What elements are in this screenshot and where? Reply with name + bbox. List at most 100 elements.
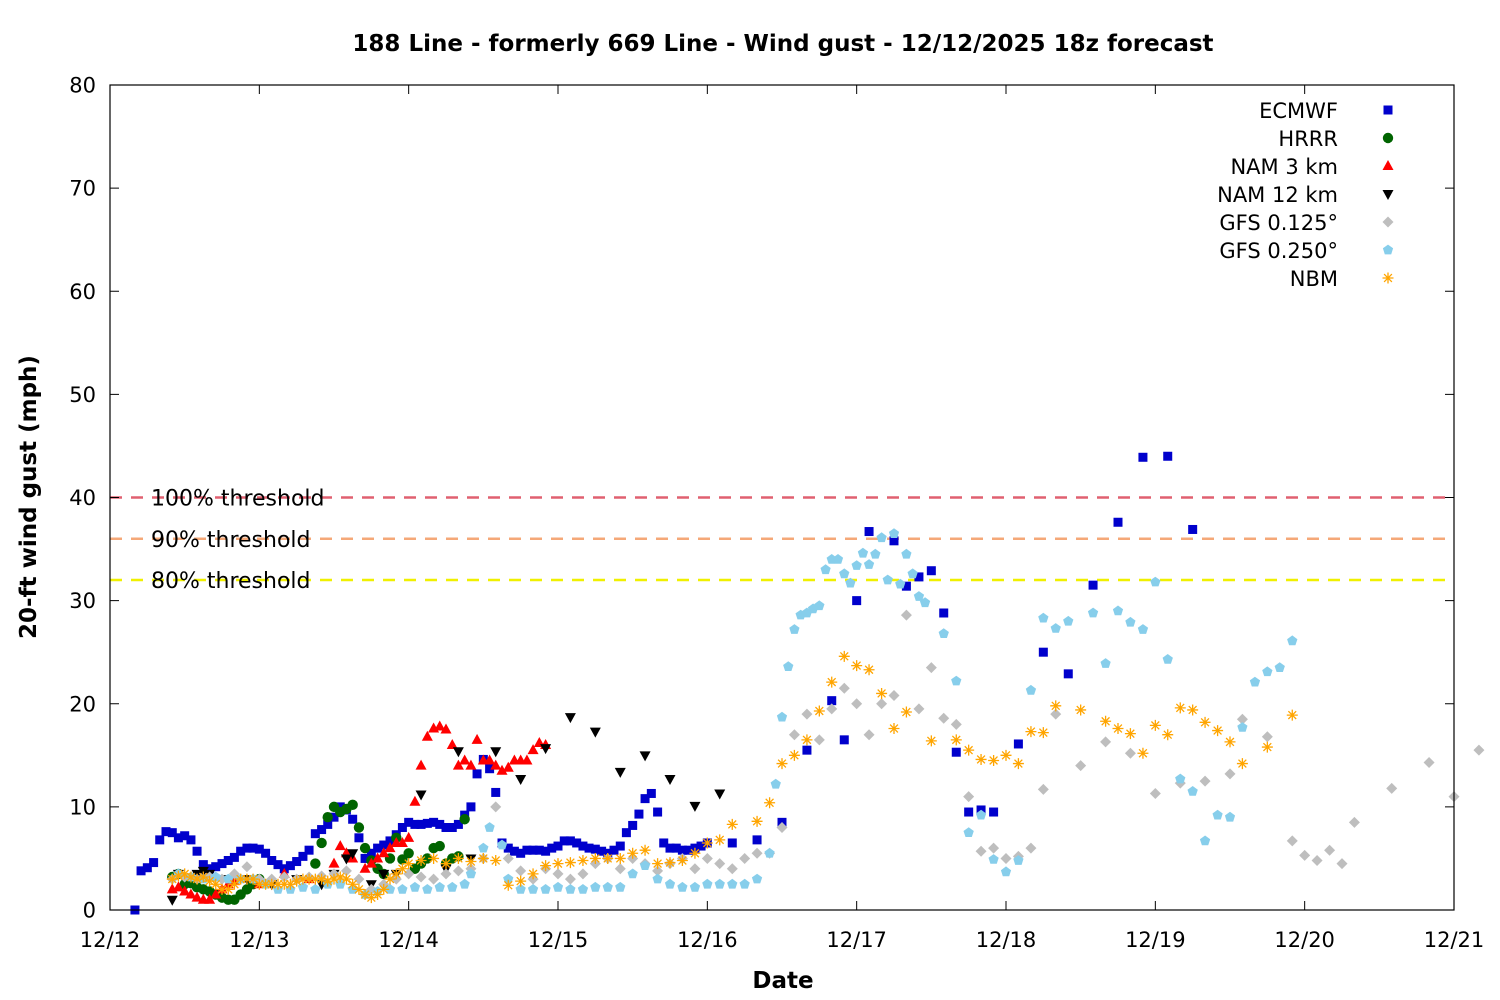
data-point [1336,858,1348,870]
data-point [832,554,844,564]
data-point [1137,747,1149,759]
data-point [564,713,576,724]
data-point [1112,723,1124,734]
data-point [1199,716,1211,728]
data-point [577,868,589,880]
data-point [1113,517,1123,527]
data-point [1287,635,1298,646]
data-point [359,862,371,873]
data-point [360,853,370,863]
data-point [677,845,687,855]
data-point [789,624,800,634]
data-point [696,841,706,851]
data-point [584,843,594,853]
data-point [403,858,415,870]
data-point [565,884,576,894]
threshold-label: 100% threshold [151,487,325,512]
data-point [689,881,701,892]
data-point [1137,624,1149,634]
data-point [310,829,320,839]
data-point [1124,747,1136,759]
data-point [1188,524,1198,534]
data-point [652,858,664,870]
data-point [484,754,496,765]
data-point [590,881,601,892]
data-point [851,698,863,710]
data-point [552,858,564,870]
data-point [1274,662,1285,672]
data-point [322,875,334,887]
data-point [422,818,432,828]
data-point [913,591,925,601]
data-point [540,744,552,755]
data-point [857,547,869,558]
data-point [901,581,911,591]
data-point [247,873,259,885]
data-point [963,744,975,756]
data-point [353,822,365,833]
data-point [416,819,426,829]
data-point [1012,758,1024,770]
data-point [640,794,650,804]
data-point [191,873,203,885]
legend-label: NAM 3 km [1230,155,1338,179]
data-point [627,868,638,879]
data-point [938,628,949,638]
data-point [404,817,414,827]
data-point [802,745,812,755]
data-point [435,819,445,829]
data-point [925,735,937,747]
data-point [939,608,949,618]
data-point [515,775,527,786]
data-point [185,888,197,899]
data-point [466,802,476,812]
data-point [951,747,961,757]
data-point [628,820,638,830]
data-point [989,807,999,817]
data-point [664,775,676,786]
data-point [496,764,508,775]
data-point [136,866,146,876]
data-point [273,860,283,870]
data-point [615,841,625,851]
data-point [166,895,178,906]
data-point [453,819,463,829]
data-point [372,852,384,863]
data-point [359,889,371,901]
data-point [689,801,701,812]
data-point [241,861,253,873]
data-point [676,855,688,866]
data-point [564,857,576,869]
data-point [340,854,352,865]
data-point [764,847,775,858]
data-point [870,548,881,559]
data-point [186,835,196,845]
legend-label: NAM 12 km [1217,183,1338,207]
data-point [689,863,701,875]
data-point [260,878,272,890]
data-points [130,451,1485,915]
data-point [452,852,464,864]
data-point [609,845,619,855]
data-point [820,564,831,575]
data-point [826,703,838,715]
data-point [254,844,264,854]
data-point [1386,782,1398,794]
data-point [527,868,539,880]
data-point [826,676,838,688]
data-point [726,818,738,830]
data-point [415,759,427,770]
data-point [1075,704,1087,716]
data-point [863,729,875,741]
data-point [614,852,626,864]
threshold-lines: 100% threshold 90% threshold 80% threshold [110,487,1454,594]
data-point [217,859,227,869]
data-point [788,729,800,741]
legend-marker [1382,160,1394,170]
data-point [988,842,1000,854]
data-point [185,871,197,883]
data-point [597,846,607,856]
data-point [907,568,918,579]
legend-marker [1382,190,1394,200]
data-point [297,873,309,885]
